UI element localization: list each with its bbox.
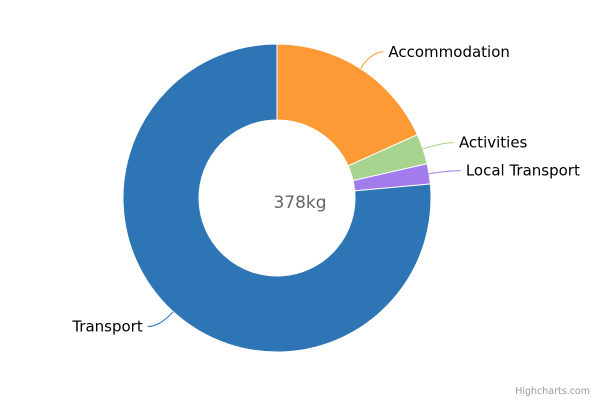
slice-accommodation[interactable] xyxy=(276,43,419,167)
data-label: Activities xyxy=(459,134,528,152)
data-label: Accommodation xyxy=(388,43,510,61)
connector-2 xyxy=(429,170,461,175)
connector-0 xyxy=(360,51,384,69)
connector-3 xyxy=(147,311,174,328)
slices xyxy=(122,43,432,353)
data-label: Local Transport xyxy=(466,162,580,180)
center-label: 378kg xyxy=(273,193,326,213)
data-label: Transport xyxy=(71,318,143,336)
credits-link[interactable]: Highcharts.com xyxy=(515,386,590,397)
data-labels: Accommodation Activities Local Transport Tr… xyxy=(71,43,580,336)
slice-transport[interactable] xyxy=(122,43,432,353)
connector-1 xyxy=(422,142,454,150)
